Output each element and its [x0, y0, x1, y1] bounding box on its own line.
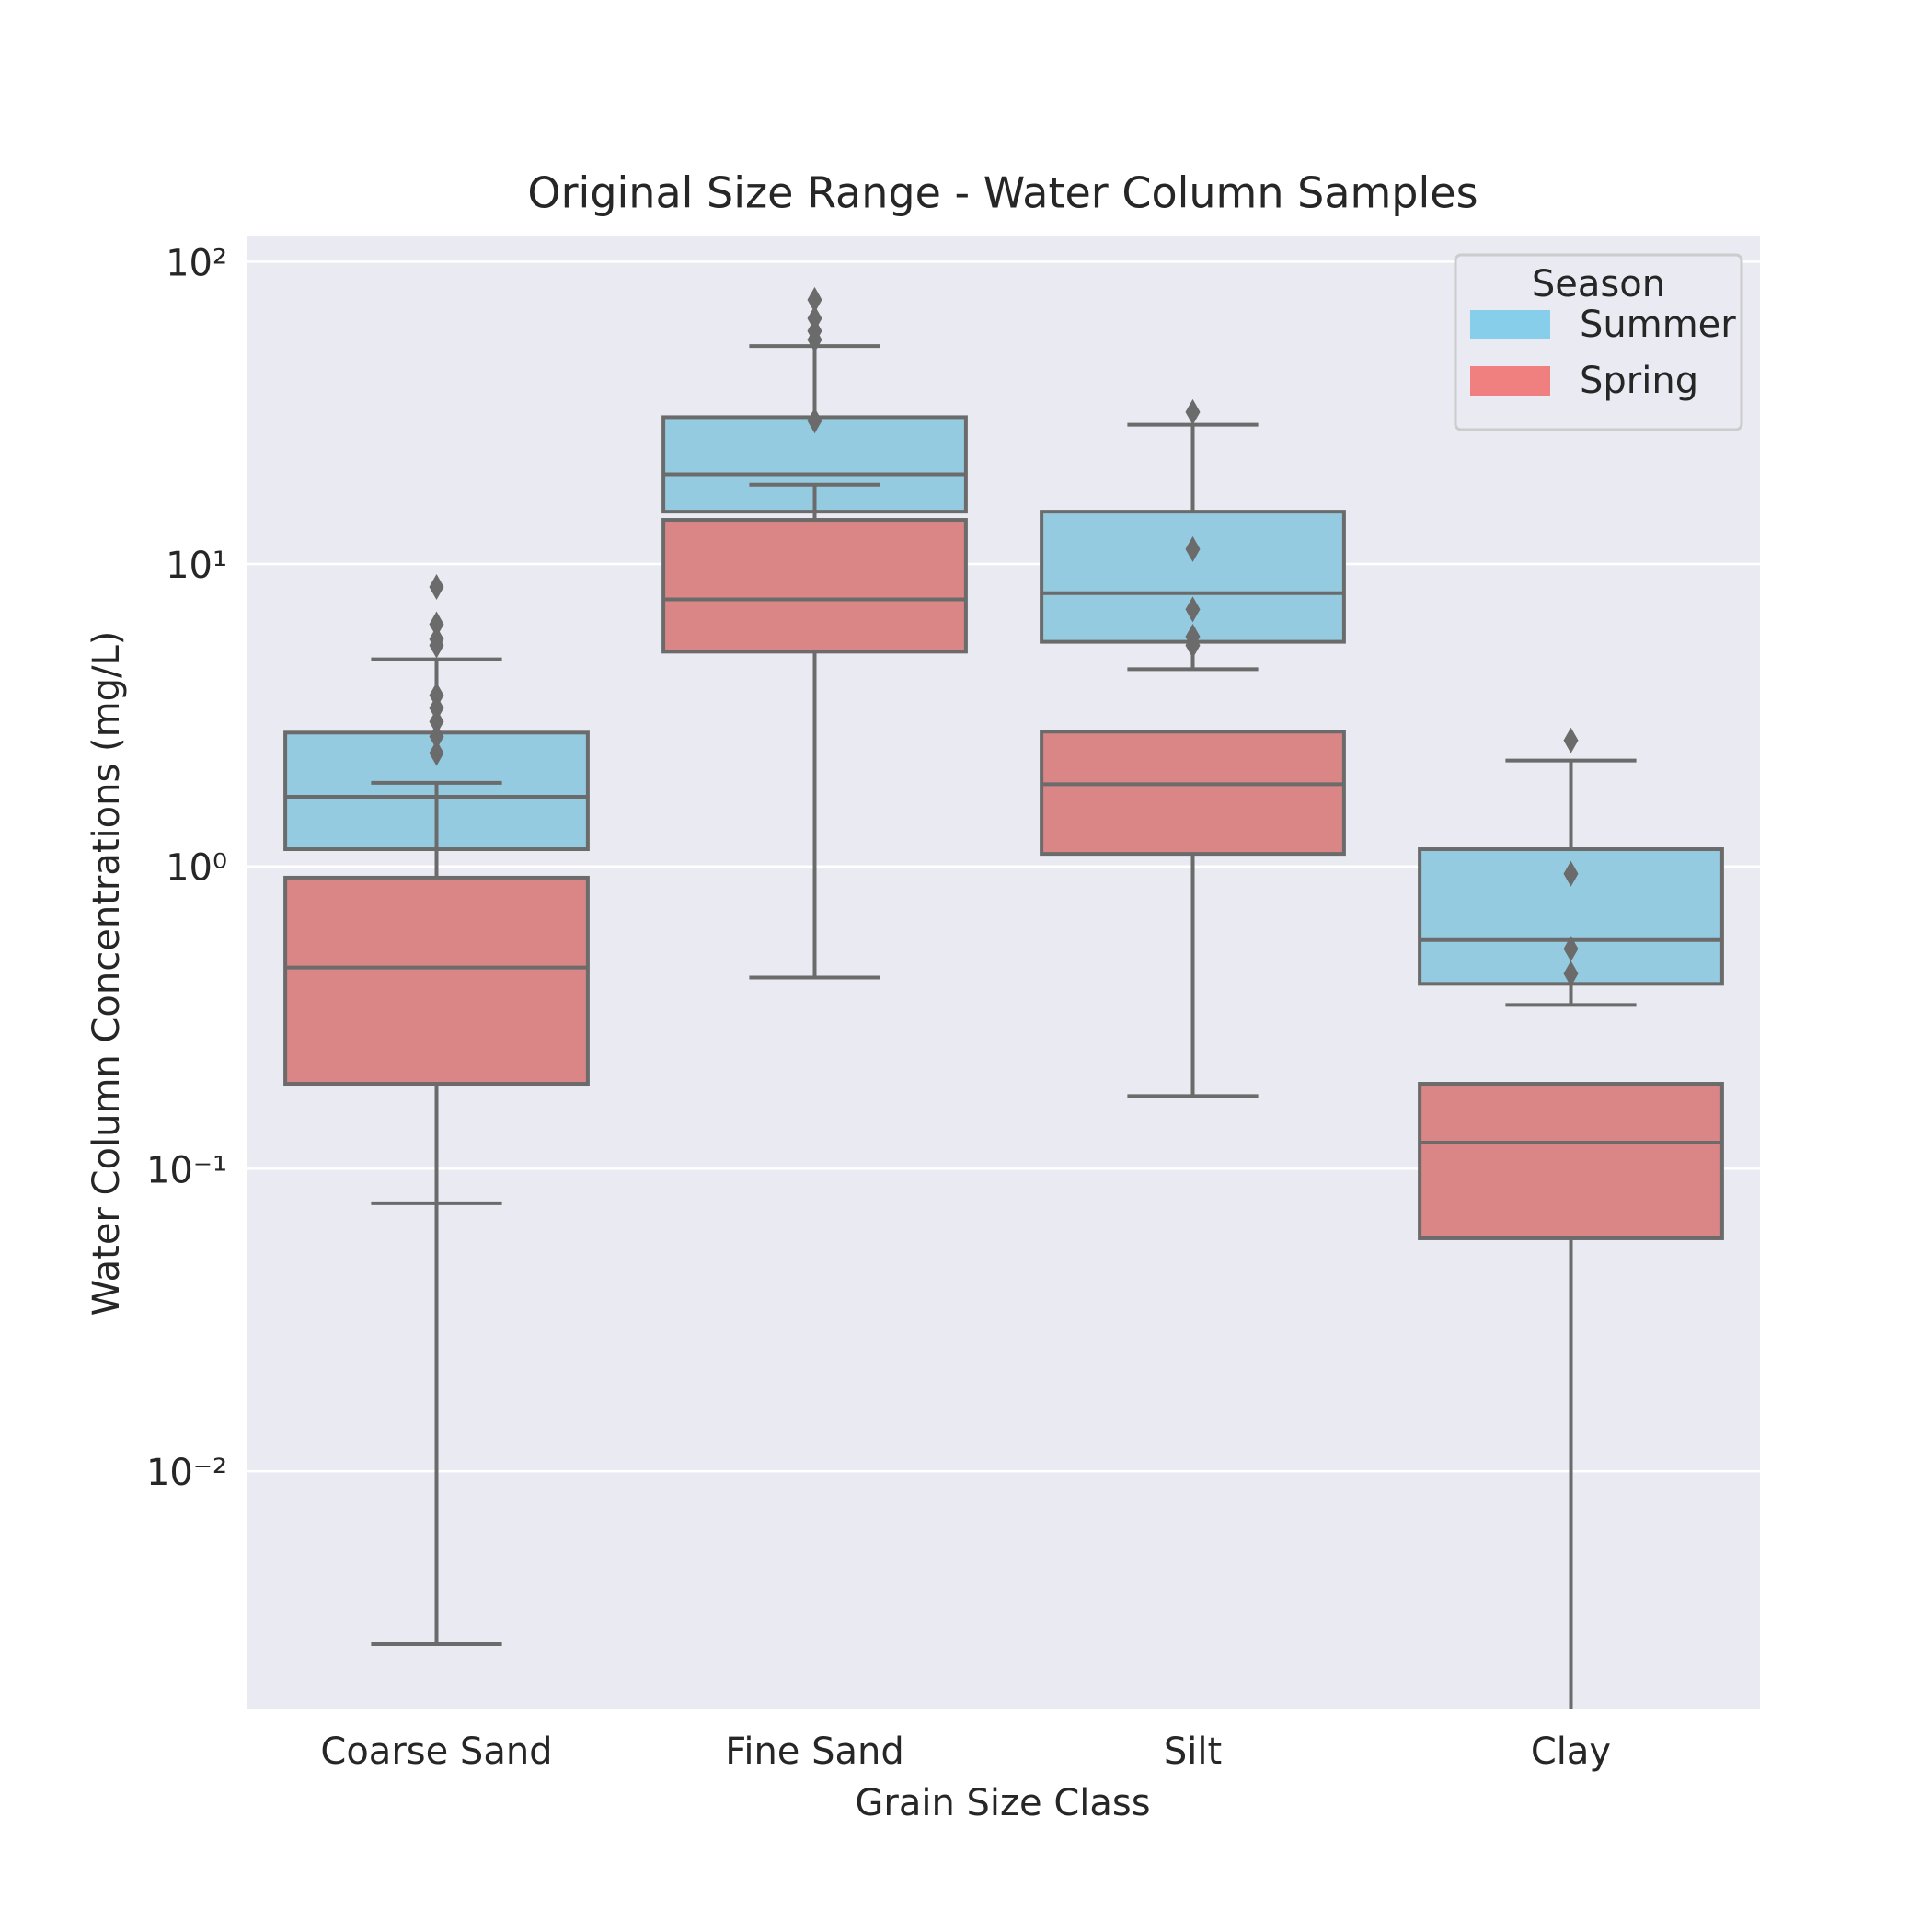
legend-title: Season	[1532, 263, 1665, 305]
outlier	[807, 286, 822, 313]
outlier	[807, 327, 822, 353]
outlier	[429, 740, 444, 766]
outlier	[807, 408, 822, 434]
outlier	[1185, 535, 1201, 562]
box	[283, 875, 590, 1087]
x-tick-label: Silt	[1164, 1731, 1222, 1773]
outlier	[429, 708, 444, 735]
legend-swatch	[1470, 310, 1550, 339]
outlier	[1563, 936, 1579, 962]
y-tick-label: 10⁻²	[146, 1452, 227, 1494]
y-tick-label: 10⁰	[166, 847, 227, 890]
outlier	[1563, 960, 1579, 987]
x-tick-label: Coarse Sand	[320, 1731, 552, 1773]
y-axis-label: Water Column Concentrations (mg/L)	[86, 631, 128, 1317]
x-axis-label: Grain Size Class	[855, 1782, 1150, 1824]
chart-title: Original Size Range - Water Column Sampl…	[527, 168, 1478, 218]
y-tick-label: 10⁻¹	[146, 1149, 227, 1191]
outlier	[1563, 727, 1579, 753]
y-tick-label: 10¹	[166, 545, 227, 587]
outlier	[429, 695, 444, 721]
legend-label: Summer	[1580, 304, 1736, 346]
marks	[283, 286, 1724, 1709]
x-tick-label: Fine Sand	[725, 1731, 904, 1773]
x-tick-label: Clay	[1531, 1731, 1611, 1773]
outlier	[1185, 632, 1201, 659]
box	[661, 518, 968, 654]
box	[1418, 1082, 1724, 1240]
outlier	[1563, 860, 1579, 887]
legend-label: Spring	[1580, 360, 1698, 402]
box	[1040, 510, 1346, 644]
outlier	[1185, 596, 1201, 623]
y-tick-label: 10²	[166, 242, 227, 284]
labels: 10² 10¹ 10⁰ 10⁻¹ 10⁻² Coarse Sand Fine Sand Sil…	[146, 242, 1611, 1773]
outlier	[1185, 398, 1201, 425]
box	[1040, 730, 1346, 857]
outlier	[429, 573, 444, 600]
outlier	[429, 723, 444, 750]
outlier	[429, 632, 444, 659]
legend-swatch	[1470, 366, 1550, 396]
outlier	[429, 611, 444, 638]
